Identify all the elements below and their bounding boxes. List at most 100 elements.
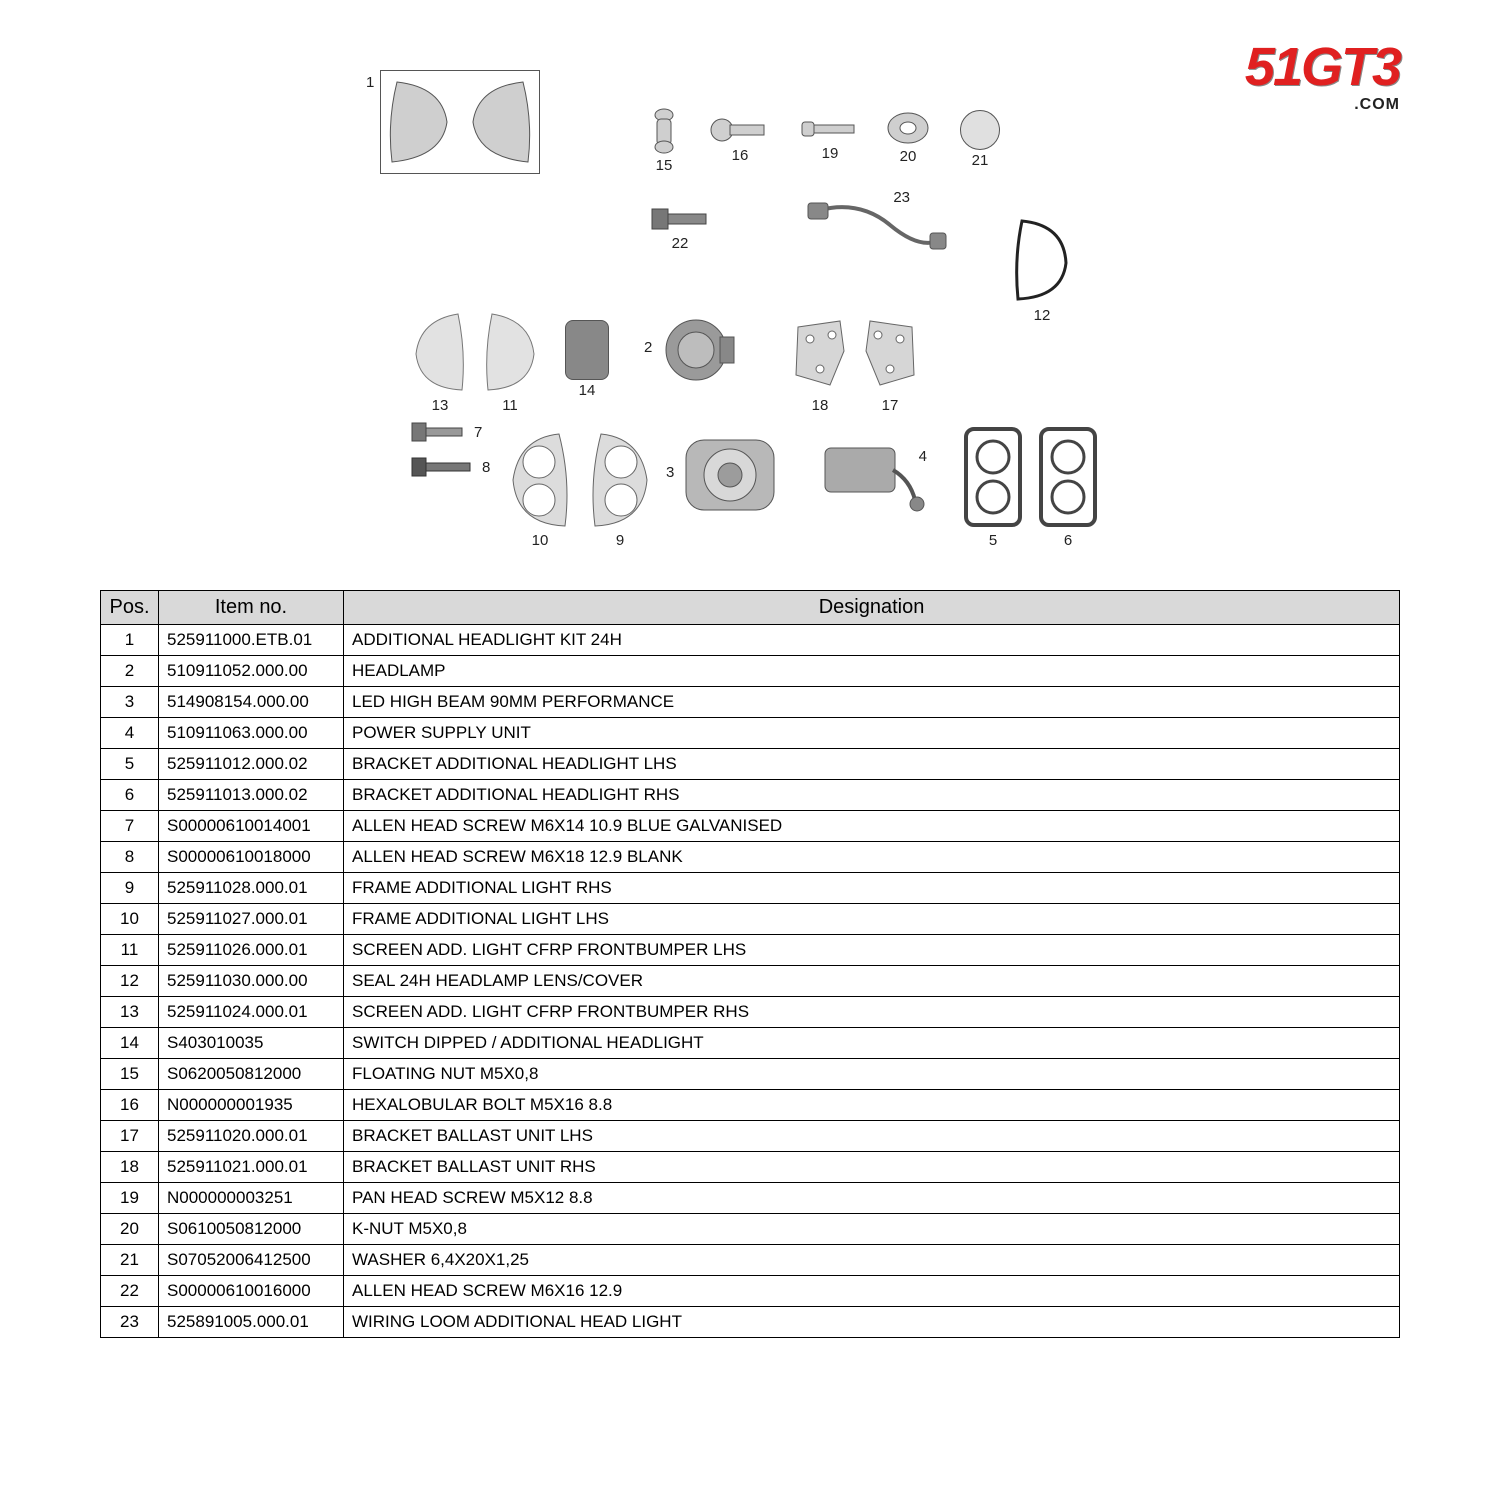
diagram-callout: 8 — [482, 459, 490, 476]
cell-item-no: 525911026.000.01 — [159, 935, 344, 966]
cell-item-no: N000000001935 — [159, 1090, 344, 1121]
diagram-part-22: 22 — [650, 205, 710, 252]
cell-designation: FRAME ADDITIONAL LIGHT LHS — [344, 904, 1400, 935]
diagram-part-20: 20 — [885, 110, 931, 165]
cell-item-no: 525911020.000.01 — [159, 1121, 344, 1152]
diagram-callout: 15 — [656, 157, 673, 174]
diagram-callout: 12 — [1034, 307, 1051, 324]
cell-pos: 14 — [101, 1028, 159, 1059]
diagram-part-12: 12 — [1010, 215, 1074, 324]
cell-pos: 6 — [101, 780, 159, 811]
cell-item-no: 525911012.000.02 — [159, 749, 344, 780]
diagram-callout: 14 — [579, 382, 596, 399]
table-row: 1525911000.ETB.01ADDITIONAL HEADLIGHT KI… — [101, 625, 1400, 656]
table-row: 9525911028.000.01FRAME ADDITIONAL LIGHT … — [101, 873, 1400, 904]
cell-designation: ALLEN HEAD SCREW M6X18 12.9 BLANK — [344, 842, 1400, 873]
cell-designation: ADDITIONAL HEADLIGHT KIT 24H — [344, 625, 1400, 656]
table-row: 8S00000610018000ALLEN HEAD SCREW M6X18 1… — [101, 842, 1400, 873]
cell-pos: 17 — [101, 1121, 159, 1152]
cell-item-no: 510911052.000.00 — [159, 656, 344, 687]
cell-pos: 10 — [101, 904, 159, 935]
cell-pos: 11 — [101, 935, 159, 966]
col-header-pos: Pos. — [101, 591, 159, 625]
cell-item-no: S00000610014001 — [159, 811, 344, 842]
diagram-part-4: 4 — [815, 440, 925, 520]
cell-item-no: S00000610018000 — [159, 842, 344, 873]
diagram-part-13: 13 — [410, 310, 470, 414]
diagram-callout: 20 — [900, 148, 917, 165]
cell-item-no: 525911027.000.01 — [159, 904, 344, 935]
diagram-part-23: 23 — [800, 195, 950, 265]
diagram-part-6: 6 — [1035, 425, 1101, 549]
table-row: 18525911021.000.01BRACKET BALLAST UNIT R… — [101, 1152, 1400, 1183]
diagram-callout: 17 — [882, 397, 899, 414]
diagram-part-3: 3 — [680, 430, 780, 520]
cell-item-no: S403010035 — [159, 1028, 344, 1059]
table-row: 7S00000610014001ALLEN HEAD SCREW M6X14 1… — [101, 811, 1400, 842]
table-row: 6525911013.000.02BRACKET ADDITIONAL HEAD… — [101, 780, 1400, 811]
cell-pos: 8 — [101, 842, 159, 873]
diagram-callout: 22 — [672, 235, 689, 252]
table-row: 21S07052006412500WASHER 6,4X20X1,25 — [101, 1245, 1400, 1276]
table-row: 16N000000001935HEXALOBULAR BOLT M5X16 8.… — [101, 1090, 1400, 1121]
cell-designation: HEADLAMP — [344, 656, 1400, 687]
cell-designation: POWER SUPPLY UNIT — [344, 718, 1400, 749]
brand-logo-main: 51GT3 — [1245, 40, 1400, 94]
diagram-callout: 13 — [432, 397, 449, 414]
parts-diagram: 1 15 16 19 20 21 22 — [370, 60, 1130, 560]
cell-pos: 5 — [101, 749, 159, 780]
diagram-callout: 10 — [532, 532, 549, 549]
diagram-callout: 21 — [972, 152, 989, 169]
cell-designation: LED HIGH BEAM 90MM PERFORMANCE — [344, 687, 1400, 718]
diagram-callout: 3 — [666, 464, 674, 481]
diagram-part-15: 15 — [645, 105, 683, 174]
cell-pos: 16 — [101, 1090, 159, 1121]
cell-item-no: 525891005.000.01 — [159, 1307, 344, 1338]
diagram-part-18: 18 — [790, 315, 850, 414]
cell-designation: K-NUT M5X0,8 — [344, 1214, 1400, 1245]
table-row: 19N000000003251PAN HEAD SCREW M5X12 8.8 — [101, 1183, 1400, 1214]
table-row: 4510911063.000.00POWER SUPPLY UNIT — [101, 718, 1400, 749]
diagram-callout: 9 — [616, 532, 624, 549]
cell-pos: 4 — [101, 718, 159, 749]
cell-item-no: 510911063.000.00 — [159, 718, 344, 749]
diagram-callout: 18 — [812, 397, 829, 414]
cell-pos: 19 — [101, 1183, 159, 1214]
diagram-callout: 19 — [822, 145, 839, 162]
cell-designation: BRACKET ADDITIONAL HEADLIGHT LHS — [344, 749, 1400, 780]
table-header-row: Pos. Item no. Designation — [101, 591, 1400, 625]
diagram-callout: 6 — [1064, 532, 1072, 549]
diagram-part-9: 9 — [585, 430, 655, 549]
diagram-callout: 7 — [474, 424, 482, 441]
table-row: 10525911027.000.01FRAME ADDITIONAL LIGHT… — [101, 904, 1400, 935]
cell-designation: SWITCH DIPPED / ADDITIONAL HEADLIGHT — [344, 1028, 1400, 1059]
cell-designation: WIRING LOOM ADDITIONAL HEAD LIGHT — [344, 1307, 1400, 1338]
diagram-part-7: 7 — [410, 420, 482, 444]
diagram-callout: 1 — [366, 74, 374, 91]
cell-pos: 21 — [101, 1245, 159, 1276]
cell-designation: SEAL 24H HEADLAMP LENS/COVER — [344, 966, 1400, 997]
cell-item-no: 525911028.000.01 — [159, 873, 344, 904]
cell-item-no: N000000003251 — [159, 1183, 344, 1214]
diagram-callout: 4 — [919, 448, 927, 465]
cell-designation: ALLEN HEAD SCREW M6X14 10.9 BLUE GALVANI… — [344, 811, 1400, 842]
diagram-part-17: 17 — [860, 315, 920, 414]
cell-designation: WASHER 6,4X20X1,25 — [344, 1245, 1400, 1276]
cell-pos: 3 — [101, 687, 159, 718]
parts-table: Pos. Item no. Designation 1525911000.ETB… — [100, 590, 1400, 1338]
cell-item-no: S0620050812000 — [159, 1059, 344, 1090]
diagram-part-21: 21 — [960, 110, 1000, 169]
diagram-part-2: 2 — [660, 315, 738, 385]
diagram-callout: 5 — [989, 532, 997, 549]
diagram-part-8: 8 — [410, 455, 490, 479]
cell-pos: 23 — [101, 1307, 159, 1338]
col-header-item: Item no. — [159, 591, 344, 625]
cell-designation: HEXALOBULAR BOLT M5X16 8.8 — [344, 1090, 1400, 1121]
cell-item-no: 525911030.000.00 — [159, 966, 344, 997]
table-row: 5525911012.000.02BRACKET ADDITIONAL HEAD… — [101, 749, 1400, 780]
cell-designation: SCREEN ADD. LIGHT CFRP FRONTBUMPER RHS — [344, 997, 1400, 1028]
diagram-part-14: 14 — [565, 320, 609, 399]
cell-designation: SCREEN ADD. LIGHT CFRP FRONTBUMPER LHS — [344, 935, 1400, 966]
cell-item-no: S00000610016000 — [159, 1276, 344, 1307]
cell-designation: BRACKET BALLAST UNIT LHS — [344, 1121, 1400, 1152]
